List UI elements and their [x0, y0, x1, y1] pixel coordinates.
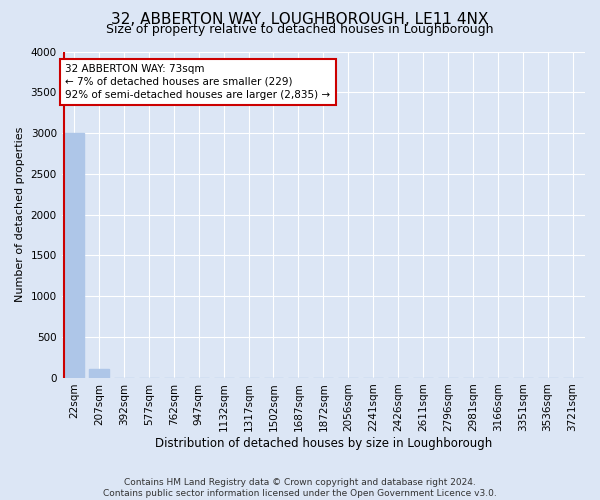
Bar	[89, 369, 109, 378]
Text: 32 ABBERTON WAY: 73sqm
← 7% of detached houses are smaller (229)
92% of semi-det: 32 ABBERTON WAY: 73sqm ← 7% of detached …	[65, 64, 331, 100]
Y-axis label: Number of detached properties: Number of detached properties	[15, 127, 25, 302]
X-axis label: Distribution of detached houses by size in Loughborough: Distribution of detached houses by size …	[155, 437, 492, 450]
Text: 32, ABBERTON WAY, LOUGHBOROUGH, LE11 4NX: 32, ABBERTON WAY, LOUGHBOROUGH, LE11 4NX	[112, 12, 488, 28]
Text: Size of property relative to detached houses in Loughborough: Size of property relative to detached ho…	[106, 22, 494, 36]
Bar	[64, 133, 84, 378]
Text: Contains HM Land Registry data © Crown copyright and database right 2024.
Contai: Contains HM Land Registry data © Crown c…	[103, 478, 497, 498]
